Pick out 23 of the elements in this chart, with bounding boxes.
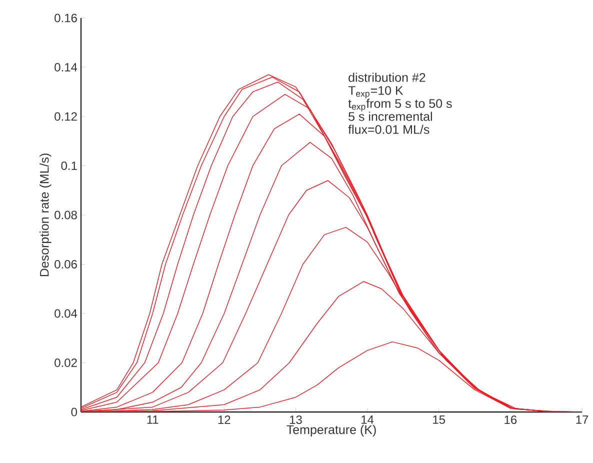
x-tick-label: 14 — [362, 416, 374, 424]
x-tick-label: 13 — [290, 416, 302, 424]
annotation: t$_{exp}$from 5 s to 50 s — [348, 98, 452, 112]
y-tick-label: 0 — [71, 408, 78, 416]
y-tick-label: 0.06 — [54, 260, 77, 268]
y-tick-label: 0.12 — [54, 112, 77, 121]
y-tick-label: 0.02 — [54, 358, 77, 367]
y-tick-label: 0.08 — [54, 210, 77, 220]
annotation: T$_{exp}$=10 K — [348, 86, 404, 98]
x-tick-label: 12 — [218, 416, 230, 424]
x-tick-label: 17 — [576, 416, 588, 424]
y-tick-label: 0.16 — [54, 14, 77, 22]
annotation: 5 s incremental — [348, 112, 432, 121]
y-tick-label: 0.1 — [61, 162, 77, 170]
x-tick-label: 11 — [147, 416, 158, 424]
x-tick-label: 16 — [504, 416, 517, 424]
annotation: flux=0.01 ML/s — [348, 124, 430, 134]
y-tick-label: 0.14 — [54, 63, 78, 72]
y-tick-label: 0.04 — [54, 309, 78, 318]
y-axis-title: Desorption rate (ML/s) — [40, 154, 52, 276]
annotation: distribution #2 — [348, 72, 426, 82]
x-axis-title: Temperature (K) — [286, 424, 376, 437]
x-tick-label: 15 — [433, 416, 446, 424]
